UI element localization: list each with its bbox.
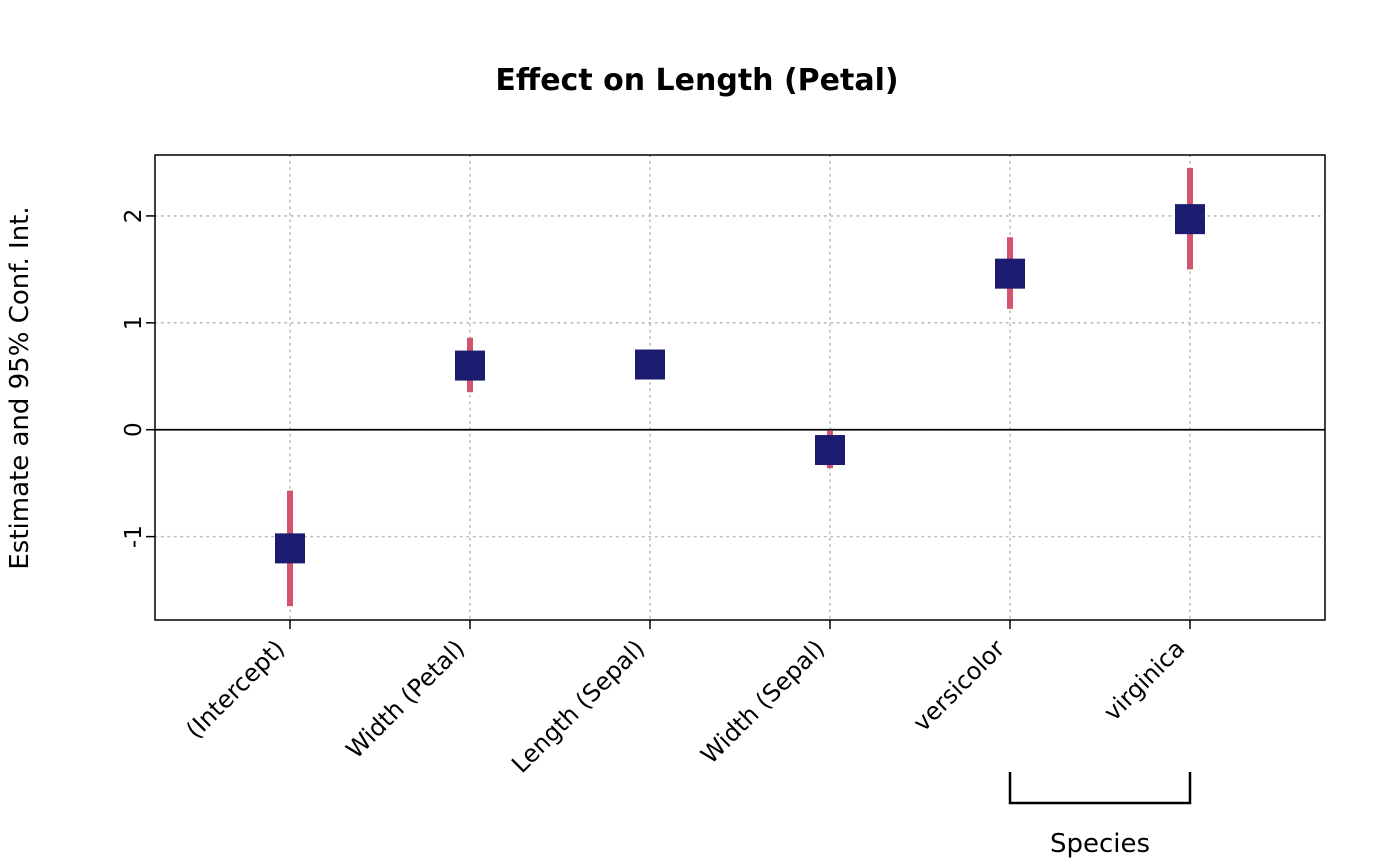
- plot-border: [154, 154, 1326, 621]
- x-tick-label: Width (Sepal): [695, 634, 830, 769]
- estimate-point: [275, 533, 305, 564]
- y-tick-label: -1: [121, 525, 147, 548]
- x-tick-label: virginica: [1098, 634, 1190, 726]
- x-tick-label: Width (Petal): [341, 634, 471, 764]
- y-tick-label: 1: [121, 316, 147, 331]
- y-tick-label: 2: [121, 209, 147, 224]
- estimate-point: [635, 349, 665, 380]
- estimate-point: [455, 350, 485, 381]
- axis-layer: -1 0 1 2 (Intercept) Width (Petal) Length (Sep…: [121, 154, 1326, 779]
- estimate-point: [995, 258, 1025, 289]
- x-tick-label: Length (Sepal): [506, 634, 650, 778]
- grid-layer: [154, 154, 1326, 621]
- group-bracket: [1008, 772, 1192, 805]
- estimate-point: [1175, 204, 1205, 235]
- group-bracket-label: Species: [1050, 829, 1150, 859]
- x-tick-label: (Intercept): [181, 634, 291, 744]
- y-axis-title: Estimate and 95% Conf. Int.: [5, 206, 35, 569]
- data-points-layer: [275, 167, 1205, 607]
- y-tick-label: 0: [121, 422, 147, 437]
- chart-title: Effect on Length (Petal): [495, 63, 898, 98]
- annotation-layer: Species: [1008, 772, 1192, 859]
- estimate-point: [815, 435, 845, 466]
- x-tick-label: versicolor: [908, 634, 1011, 737]
